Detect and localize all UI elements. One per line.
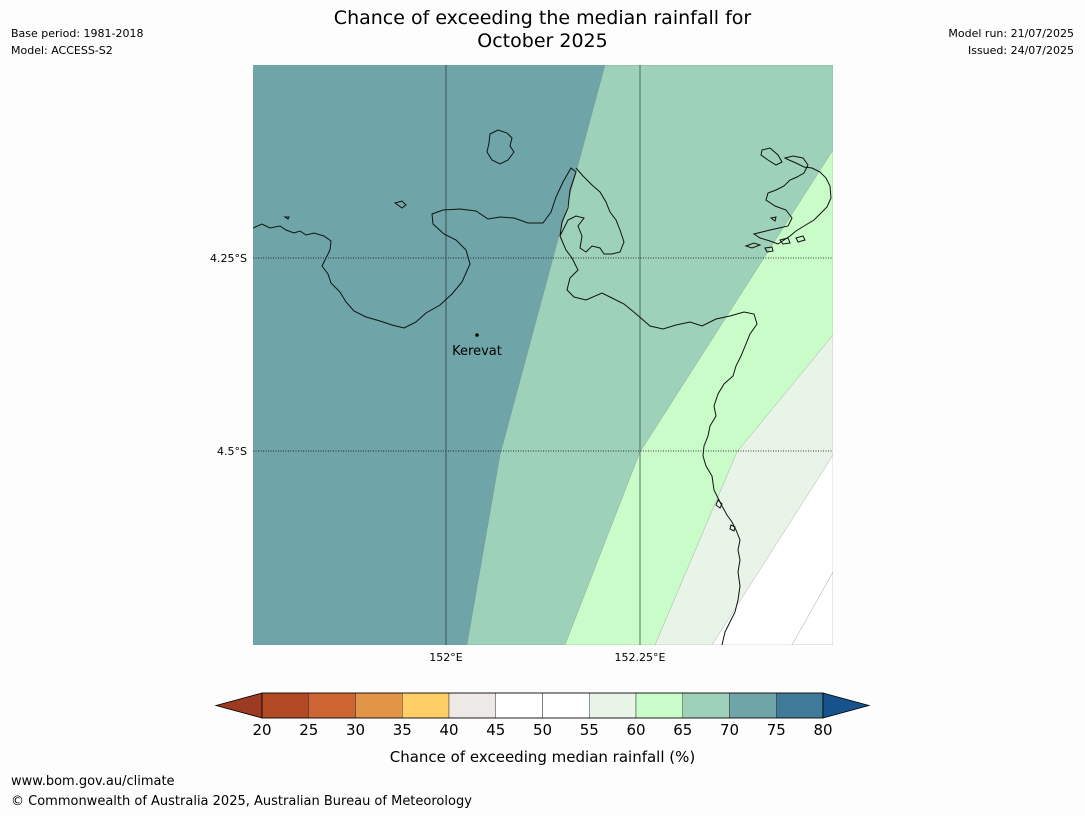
colorbar-segment xyxy=(402,692,450,719)
colorbar: 20 25 30 35 40 45 50 55 60 65 70 75 80 Chance of exc… xyxy=(214,692,871,766)
colorbar-segment xyxy=(495,692,543,719)
map-panel: Kerevat xyxy=(253,65,833,645)
meta-left: Base period: 1981-2018 Model: ACCESS-S2 xyxy=(11,25,143,59)
colorbar-tick-label: 30 xyxy=(346,721,365,739)
footer-url[interactable]: www.bom.gov.au/climate xyxy=(11,774,175,789)
colorbar-segment xyxy=(635,692,683,719)
title-line-1: Chance of exceeding the median rainfall … xyxy=(333,7,752,29)
coastline xyxy=(253,129,832,645)
model-run: Model run: 21/07/2025 xyxy=(948,27,1074,40)
colorbar-segment xyxy=(308,692,356,719)
model-name: Model: ACCESS-S2 xyxy=(11,44,113,57)
base-period: Base period: 1981-2018 xyxy=(11,27,144,40)
colorbar-under-arrow xyxy=(214,692,263,719)
issued-date: Issued: 24/07/2025 xyxy=(967,44,1074,57)
meta-right: Model run: 21/07/2025 Issued: 24/07/2025 xyxy=(948,25,1074,59)
title-line-2: October 2025 xyxy=(477,30,608,52)
colorbar-tick-label: 45 xyxy=(486,721,505,739)
colorbar-segment xyxy=(776,692,824,719)
colorbar-tick-label: 60 xyxy=(626,721,645,739)
colorbar-tick-label: 65 xyxy=(673,721,692,739)
colorbar-tick-label: 70 xyxy=(720,721,739,739)
footer-copyright: © Commonwealth of Australia 2025, Austra… xyxy=(11,794,472,809)
colorbar-tick-label: 20 xyxy=(252,721,271,739)
colorbar-segment xyxy=(589,692,637,719)
colorbar-tick-label: 40 xyxy=(439,721,458,739)
colorbar-segment xyxy=(682,692,730,719)
kerevat-label: Kerevat xyxy=(452,344,502,359)
colorbar-segment xyxy=(448,692,496,719)
colorbar-segment xyxy=(542,692,590,719)
colorbar-segment xyxy=(355,692,403,719)
colorbar-label: Chance of exceeding median rainfall (%) xyxy=(390,748,695,766)
lon-label-152-25: 152.25°E xyxy=(615,651,666,664)
lat-label-4-5: 4.5°S xyxy=(217,445,247,458)
zone-50-55-lower xyxy=(791,571,833,645)
chart-title: Chance of exceeding the median rainfall … xyxy=(0,7,1085,53)
colorbar-segment xyxy=(261,692,309,719)
lat-label-4-25: 4.25°S xyxy=(210,252,247,265)
zone-50-55 xyxy=(711,454,833,645)
colorbar-over-arrow xyxy=(822,692,871,719)
colorbar-tick-label: 80 xyxy=(813,721,832,739)
colorbar-tick-label: 55 xyxy=(580,721,599,739)
kerevat-marker xyxy=(475,333,479,337)
colorbar-segments xyxy=(261,692,824,719)
colorbar-tick-label: 25 xyxy=(299,721,318,739)
colorbar-tick-label: 50 xyxy=(533,721,552,739)
colorbar-tick-label: 75 xyxy=(767,721,786,739)
colorbar-tick-label: 35 xyxy=(393,721,412,739)
colorbar-segment xyxy=(729,692,777,719)
colorbar-ticks: 20 25 30 35 40 45 50 55 60 65 70 75 80 xyxy=(252,721,832,739)
lon-label-152: 152°E xyxy=(429,651,462,664)
